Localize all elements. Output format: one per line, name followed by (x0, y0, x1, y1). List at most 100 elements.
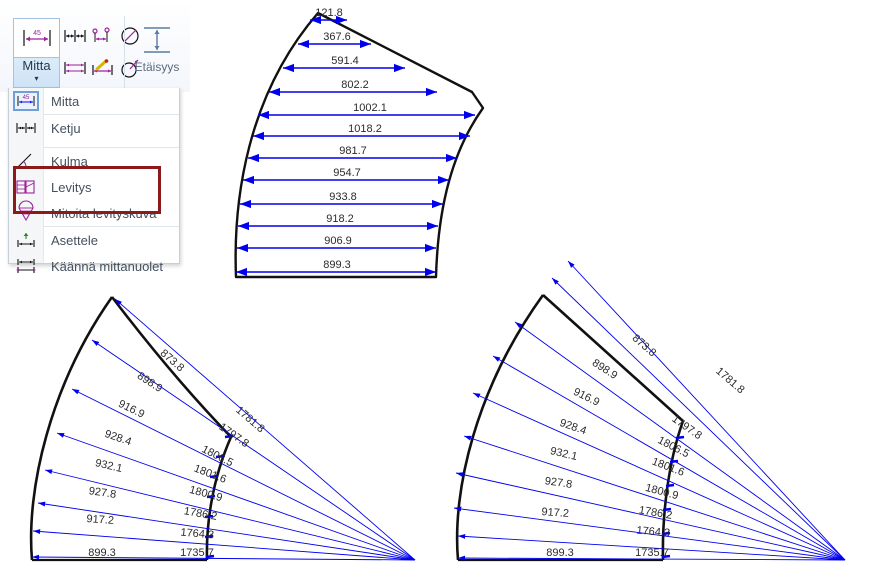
chevron-down-icon[interactable]: ▾ (34, 74, 39, 83)
chain-dimension-icon (9, 115, 43, 141)
drawing-flat-pattern-horizontal: 121.8 367.6 591.4 802.2 1002.1 1018.2 98… (234, 7, 485, 279)
dimension-label: 928.4 (558, 417, 588, 437)
dimension-label: 1764.3 (180, 527, 215, 542)
ribbon-group-distance-label: Etäisyys (134, 60, 180, 74)
dimension-dropdown-menu[interactable]: 45 Mitta (8, 88, 180, 274)
dimension-label: 899.3 (546, 547, 574, 559)
dimension-label: 1800.9 (644, 482, 680, 502)
inner-dimension-labels: 873.8 898.9 916.9 928.4 932.1 927.8 917.… (86, 347, 186, 559)
dimension-label: 873.8 (630, 332, 659, 359)
ordinate-dimension-icon[interactable] (91, 23, 115, 49)
dimension-lines (236, 15, 475, 277)
diameter-dimension-icon[interactable] (119, 23, 141, 49)
dimension-unfold-icon (9, 200, 43, 226)
menu-item-label: Kulma (51, 153, 88, 169)
dimension-label: 954.7 (333, 167, 361, 179)
menu-divider (43, 147, 179, 148)
dimension-label: 1797.8 (669, 413, 703, 442)
menu-item-kulma[interactable]: Kulma (9, 148, 179, 174)
menu-item-label: Levitys (51, 179, 92, 195)
ribbon-group-distance[interactable]: Etäisyys (128, 20, 186, 86)
unfold-icon (9, 174, 43, 200)
dimension-label: 367.6 (323, 31, 351, 43)
angle-dimension-icon (9, 148, 43, 174)
dimension-label: 802.2 (341, 79, 369, 91)
align-dimension-icon (9, 227, 43, 253)
menu-item-label: Ketju (51, 120, 81, 136)
dimension-label: 928.4 (103, 428, 133, 448)
dimension-linear-45-icon: 45 (9, 88, 43, 114)
svg-text:45: 45 (23, 95, 30, 101)
dimension-label: 1735.7 (180, 547, 214, 559)
dimension-label: 927.8 (544, 475, 573, 491)
inner-edge-markers (204, 434, 234, 559)
dimension-label: 1002.1 (353, 102, 387, 114)
dimension-label: 1735.7 (635, 547, 669, 559)
dimension-label: 1786.2 (638, 504, 673, 522)
dimension-label: 1764.3 (636, 525, 671, 540)
drawing-radial-dimensions-straight: 873.8 898.9 916.9 928.4 932.1 927.8 917.… (453, 260, 846, 562)
dimension-label: 916.9 (571, 386, 601, 409)
radial-dimension-lines (453, 260, 846, 561)
dimension-label: 927.8 (88, 485, 117, 501)
menu-item-label: Mitta (51, 93, 80, 109)
dimension-label: 899.3 (88, 547, 116, 559)
dimension-label: 121.8 (315, 7, 343, 19)
edit-dimension-icon[interactable] (91, 55, 115, 81)
menu-item-ketju[interactable]: Ketju (9, 115, 179, 141)
svg-text:45: 45 (33, 30, 41, 37)
flip-arrows-icon (9, 253, 43, 279)
menu-divider (43, 114, 179, 115)
menu-item-levitys[interactable]: Levitys (9, 174, 179, 200)
dimension-label: 906.9 (324, 235, 352, 247)
distance-measure-icon (140, 20, 174, 60)
inner-curved-edge (205, 436, 233, 561)
dimension-label: 898.9 (135, 370, 165, 395)
ribbon-icon-grid (63, 20, 139, 84)
menu-item-label: Käännä mittanuolet (51, 258, 164, 274)
dimension-label: 591.4 (331, 55, 359, 67)
ribbon-split-button-label: Mitta (22, 58, 51, 73)
inner-curved-edge (661, 420, 685, 561)
ribbon-split-button-mitta[interactable]: 45 Mitta ▾ (13, 18, 60, 88)
top-edge (542, 294, 684, 422)
dimension-label: 917.2 (541, 506, 569, 520)
dimension-label: 899.3 (323, 259, 351, 271)
dimension-label: 933.8 (329, 191, 357, 203)
baseline-dimension-icon[interactable] (63, 55, 87, 81)
menu-divider (43, 226, 179, 227)
menu-item-mitoita-levityskuva[interactable]: Mitoita levityskuva (9, 200, 179, 226)
top-edge (110, 296, 232, 438)
ribbon-toolbar: 45 Mitta ▾ (0, 0, 190, 92)
top-edge-hidden (112, 297, 235, 573)
flat-pattern-outline (234, 11, 485, 279)
menu-item-mitta[interactable]: 45 Mitta (9, 88, 179, 114)
dimension-label: 1800.9 (188, 484, 224, 504)
dimension-label: 1797.8 (216, 421, 250, 450)
dimension-label: 932.1 (549, 445, 579, 463)
dimension-label: 1781.8 (713, 365, 746, 396)
dimension-labels: 121.8 367.6 591.4 802.2 1002.1 1018.2 98… (315, 7, 387, 271)
outer-arc (29, 296, 114, 561)
dimension-label: 981.7 (339, 145, 367, 157)
outer-arc (455, 294, 545, 561)
dimension-linear-45-icon: 45 (14, 19, 59, 58)
radial-dimension-lines-inner (31, 298, 416, 561)
dimension-label: 1801.6 (192, 463, 228, 486)
dimension-label: 918.2 (326, 213, 354, 225)
dimension-label: 1786.2 (183, 505, 218, 523)
drawing-radial-dimensions-curved: 873.8 898.9 916.9 928.4 932.1 927.8 917.… (29, 296, 416, 573)
inner-edge-markers (661, 435, 685, 559)
ribbon-separator (124, 16, 125, 88)
dimension-label: 917.2 (86, 513, 114, 527)
menu-item-kaanna-mittanuolet[interactable]: Käännä mittanuolet (9, 253, 179, 279)
menu-item-label: Mitoita levityskuva (51, 205, 157, 221)
menu-item-asettele[interactable]: Asettele (9, 227, 179, 253)
radius-dimension-icon[interactable] (119, 55, 141, 81)
chain-dimension-icon[interactable] (63, 23, 87, 49)
dimension-label: 1018.2 (348, 123, 382, 135)
dimension-label: 932.1 (94, 457, 124, 475)
dimension-label: 916.9 (116, 398, 146, 421)
menu-item-label: Asettele (51, 232, 98, 248)
